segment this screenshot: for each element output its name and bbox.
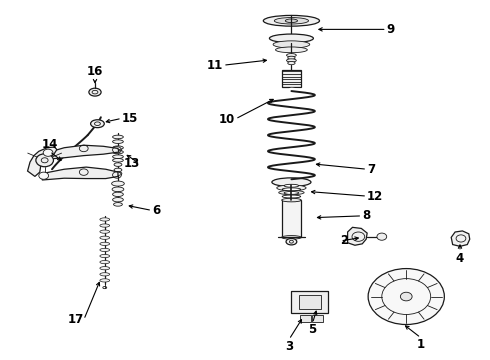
Ellipse shape bbox=[273, 41, 310, 48]
Ellipse shape bbox=[279, 190, 304, 195]
Polygon shape bbox=[42, 167, 118, 180]
Text: 14: 14 bbox=[41, 138, 58, 151]
Ellipse shape bbox=[112, 187, 124, 192]
Ellipse shape bbox=[100, 267, 110, 270]
Text: 13: 13 bbox=[123, 157, 140, 170]
Ellipse shape bbox=[288, 62, 295, 65]
Ellipse shape bbox=[272, 178, 311, 186]
Ellipse shape bbox=[282, 188, 301, 191]
Text: 10: 10 bbox=[219, 113, 235, 126]
Polygon shape bbox=[27, 147, 57, 176]
Ellipse shape bbox=[91, 120, 104, 128]
Text: 6: 6 bbox=[152, 204, 160, 217]
Ellipse shape bbox=[113, 198, 123, 202]
Circle shape bbox=[43, 149, 53, 156]
Ellipse shape bbox=[284, 192, 299, 194]
Text: 12: 12 bbox=[367, 190, 383, 203]
Ellipse shape bbox=[263, 15, 319, 26]
Ellipse shape bbox=[113, 150, 123, 154]
Ellipse shape bbox=[100, 236, 110, 239]
Text: 15: 15 bbox=[122, 112, 138, 125]
Polygon shape bbox=[47, 145, 119, 159]
Circle shape bbox=[368, 269, 444, 324]
Ellipse shape bbox=[114, 172, 122, 175]
Ellipse shape bbox=[100, 242, 110, 246]
Polygon shape bbox=[451, 231, 470, 246]
Ellipse shape bbox=[284, 199, 299, 202]
Ellipse shape bbox=[113, 146, 123, 149]
Text: 2: 2 bbox=[340, 234, 348, 247]
Text: 8: 8 bbox=[362, 210, 370, 222]
Ellipse shape bbox=[287, 59, 296, 62]
Ellipse shape bbox=[100, 218, 110, 221]
Ellipse shape bbox=[114, 163, 122, 166]
Bar bbox=[300, 315, 311, 321]
Circle shape bbox=[36, 154, 53, 167]
Ellipse shape bbox=[100, 273, 110, 276]
Ellipse shape bbox=[100, 261, 110, 264]
Text: 9: 9 bbox=[387, 23, 395, 36]
Circle shape bbox=[377, 233, 387, 240]
Ellipse shape bbox=[113, 140, 123, 143]
Bar bbox=[299, 295, 321, 309]
Ellipse shape bbox=[113, 155, 123, 158]
Ellipse shape bbox=[287, 54, 296, 57]
Text: 5: 5 bbox=[308, 323, 317, 337]
Polygon shape bbox=[347, 227, 367, 245]
Ellipse shape bbox=[100, 230, 110, 233]
Ellipse shape bbox=[270, 34, 314, 42]
Ellipse shape bbox=[100, 224, 110, 227]
Text: 4: 4 bbox=[456, 252, 464, 265]
Ellipse shape bbox=[274, 18, 309, 24]
Text: 17: 17 bbox=[68, 313, 84, 327]
Ellipse shape bbox=[286, 238, 297, 245]
Circle shape bbox=[39, 172, 49, 179]
Ellipse shape bbox=[100, 255, 110, 258]
Ellipse shape bbox=[100, 248, 110, 252]
Bar bbox=[292, 291, 328, 314]
Bar bbox=[282, 69, 301, 87]
Text: 16: 16 bbox=[87, 65, 103, 78]
Ellipse shape bbox=[282, 195, 301, 198]
Ellipse shape bbox=[114, 168, 122, 172]
Ellipse shape bbox=[113, 158, 123, 162]
Ellipse shape bbox=[282, 198, 301, 202]
Ellipse shape bbox=[113, 192, 123, 197]
Text: 7: 7 bbox=[367, 163, 375, 176]
Ellipse shape bbox=[114, 203, 122, 206]
Ellipse shape bbox=[277, 185, 306, 191]
Ellipse shape bbox=[275, 47, 307, 53]
Ellipse shape bbox=[284, 184, 299, 187]
Ellipse shape bbox=[282, 235, 301, 239]
Ellipse shape bbox=[89, 88, 101, 96]
Ellipse shape bbox=[285, 19, 297, 23]
Bar bbox=[312, 315, 323, 321]
Text: 3: 3 bbox=[285, 339, 293, 352]
Ellipse shape bbox=[112, 181, 124, 186]
Text: 1: 1 bbox=[417, 338, 425, 351]
Ellipse shape bbox=[100, 279, 110, 282]
Ellipse shape bbox=[288, 56, 295, 59]
Circle shape bbox=[400, 292, 412, 301]
Text: 11: 11 bbox=[207, 59, 223, 72]
Bar bbox=[282, 200, 301, 237]
Ellipse shape bbox=[113, 135, 123, 139]
